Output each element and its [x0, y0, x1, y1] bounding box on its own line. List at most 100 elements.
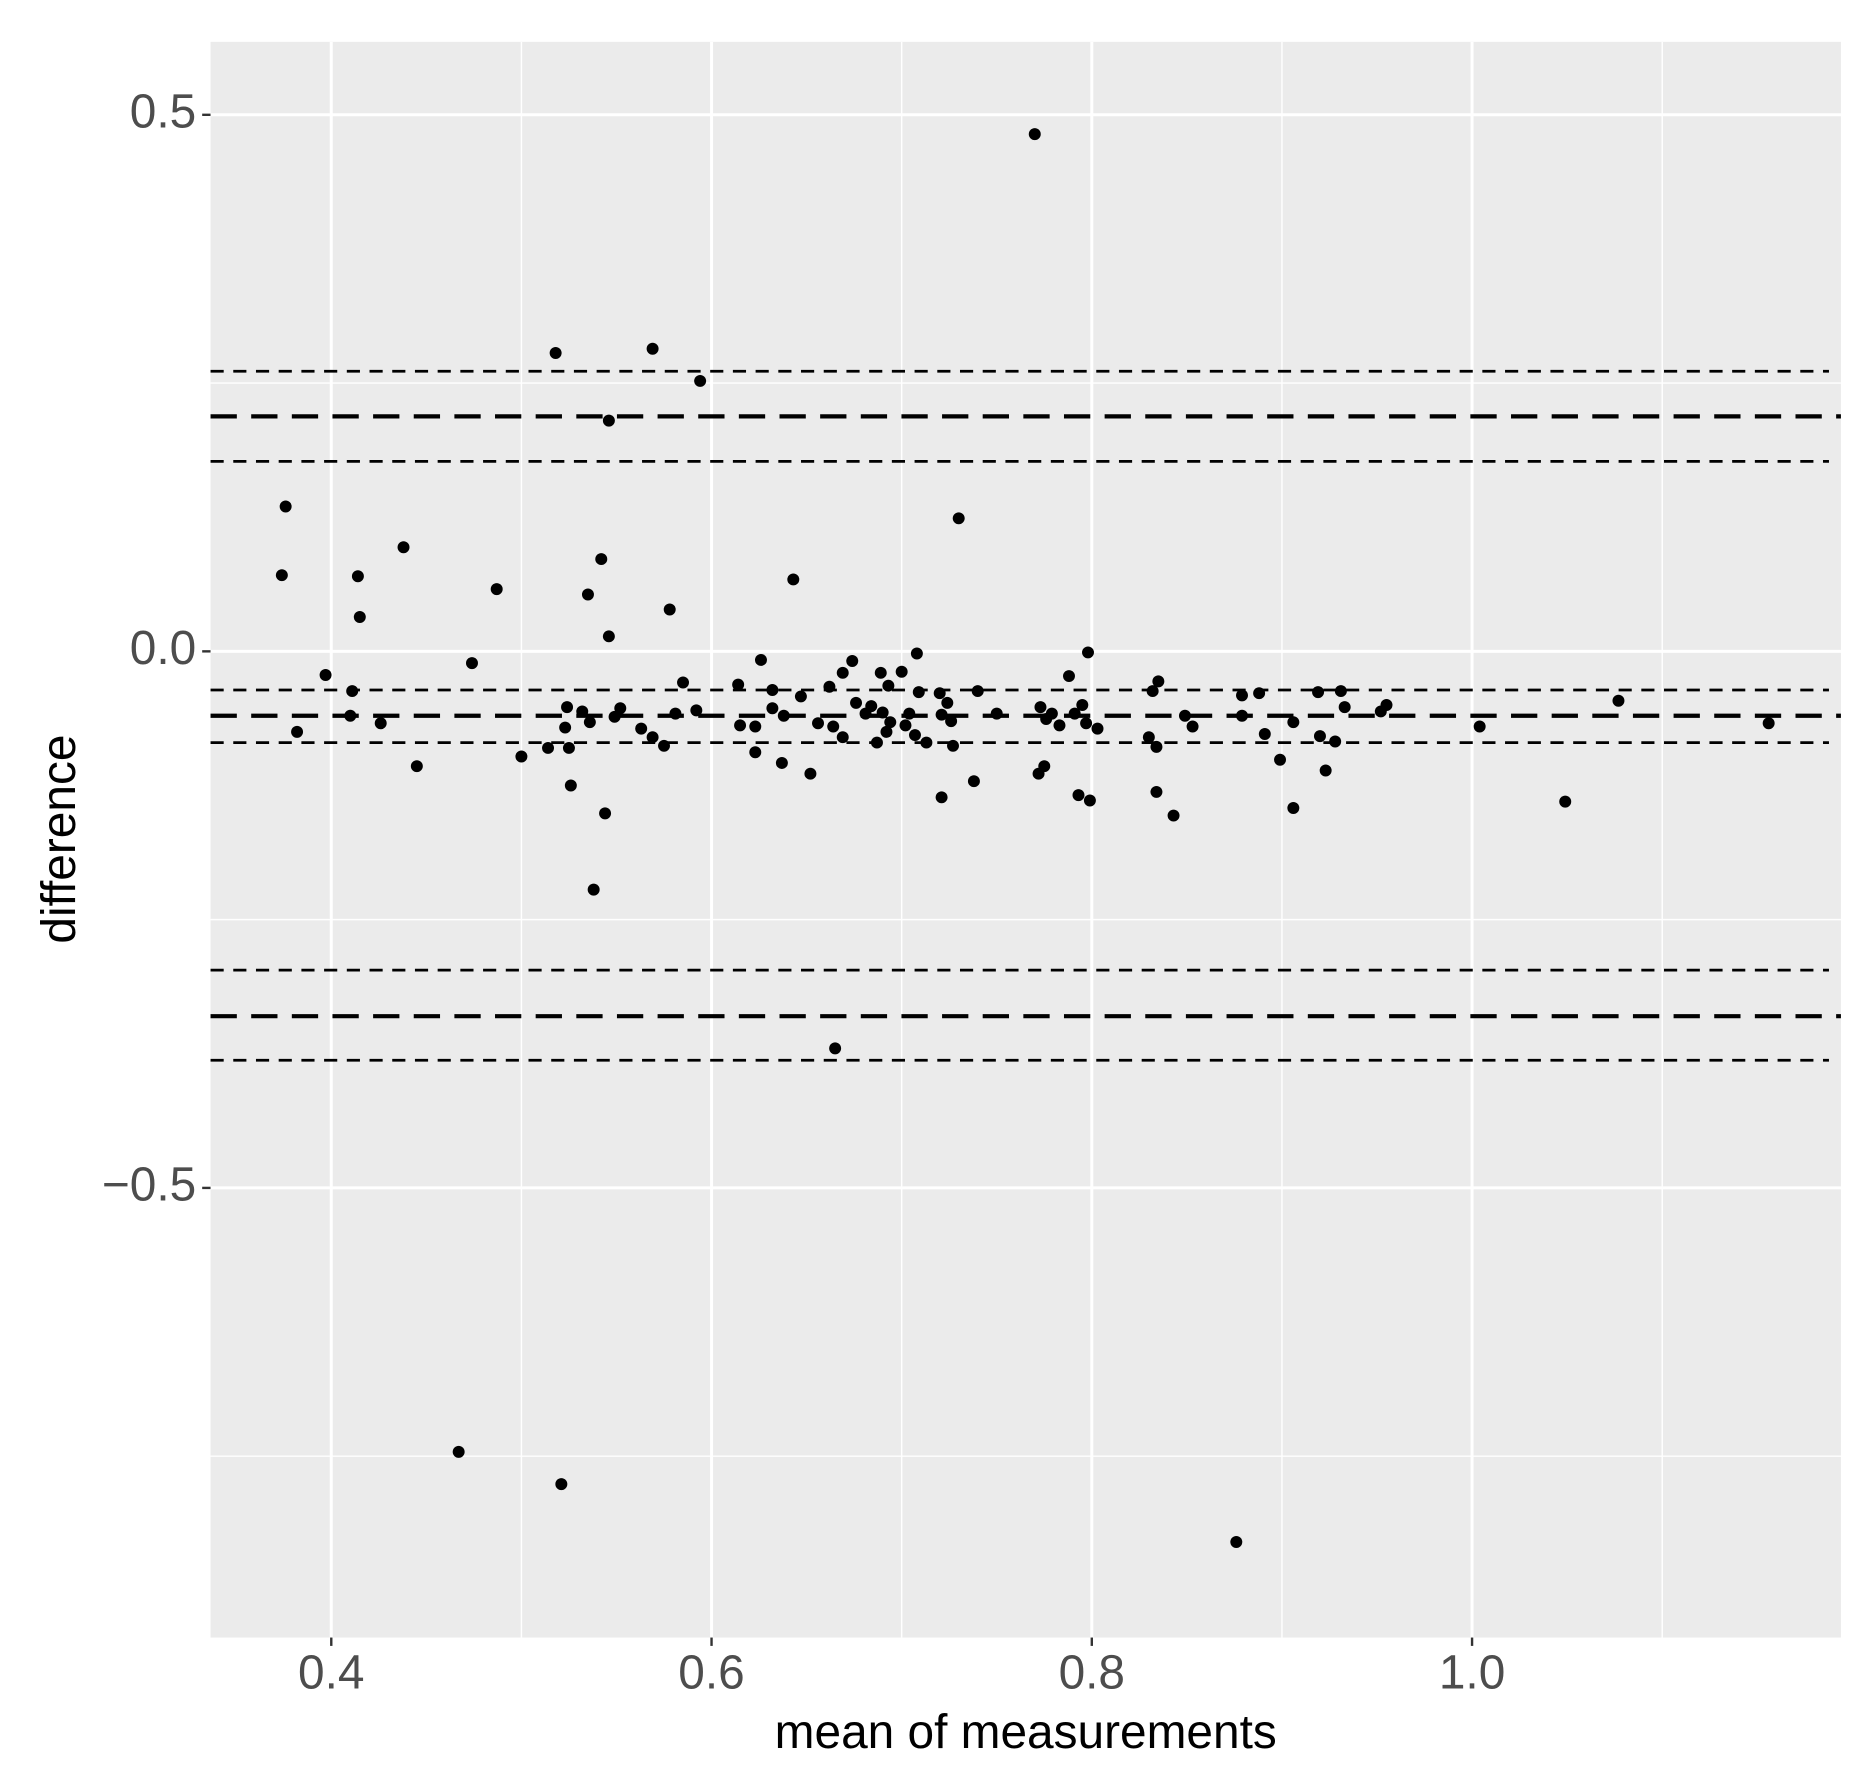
point [880, 725, 893, 738]
point [910, 647, 923, 660]
point [1082, 646, 1094, 659]
point [909, 729, 921, 742]
point [690, 704, 703, 717]
point [602, 414, 615, 427]
point [1053, 719, 1066, 732]
point [1312, 686, 1325, 699]
point [787, 573, 800, 586]
point [920, 736, 933, 749]
point [812, 717, 824, 730]
point [823, 680, 836, 693]
point [602, 630, 615, 643]
point [549, 347, 562, 360]
point [777, 709, 790, 722]
point [836, 731, 849, 744]
point [749, 720, 762, 733]
point [583, 716, 596, 729]
point [490, 583, 503, 596]
point [766, 684, 779, 696]
point [1146, 685, 1159, 698]
point [794, 690, 807, 703]
point [952, 512, 965, 525]
point [1338, 701, 1351, 714]
point [559, 721, 572, 734]
point [990, 707, 1003, 720]
point [677, 676, 689, 689]
point [912, 686, 925, 699]
point [1319, 764, 1332, 777]
point [1083, 794, 1096, 807]
point [1034, 701, 1047, 714]
x-axis-title: mean of measurements [775, 1706, 1277, 1759]
point [1142, 731, 1155, 744]
point [882, 679, 895, 692]
point [1258, 728, 1271, 740]
point [1045, 707, 1058, 720]
point [754, 653, 767, 666]
point [935, 791, 948, 804]
point [561, 701, 574, 714]
point [1068, 707, 1081, 720]
point [599, 807, 612, 820]
point [587, 883, 600, 896]
point [646, 731, 659, 744]
point [614, 702, 627, 715]
point [1380, 699, 1393, 711]
point [581, 588, 594, 601]
y-tick-label: 0.0 [130, 622, 196, 675]
point [1230, 1536, 1243, 1549]
point [846, 655, 859, 667]
point [933, 687, 946, 700]
point [804, 767, 817, 780]
point [1150, 740, 1163, 753]
point [884, 716, 897, 729]
point [346, 685, 359, 698]
point [1076, 699, 1089, 711]
point [1473, 720, 1486, 733]
point [279, 500, 292, 513]
point [903, 707, 916, 720]
point [876, 706, 889, 719]
point [865, 700, 878, 713]
point [1178, 709, 1191, 722]
point [515, 750, 528, 763]
point [1186, 720, 1199, 733]
point [1329, 735, 1342, 748]
y-axis-title: difference [33, 735, 86, 944]
point [1167, 809, 1180, 822]
point [1287, 802, 1300, 815]
point [1038, 760, 1051, 773]
point [829, 1042, 842, 1055]
point [775, 756, 788, 769]
point [895, 665, 908, 678]
point [397, 541, 410, 554]
point [1152, 675, 1165, 688]
point [542, 741, 555, 754]
point [1236, 689, 1248, 702]
point [410, 760, 423, 773]
point [1287, 716, 1300, 729]
point [1063, 670, 1075, 683]
point [344, 709, 357, 722]
point [935, 708, 948, 721]
point [1150, 785, 1163, 798]
point [732, 678, 745, 691]
x-tick-label: 1.0 [1439, 1646, 1505, 1699]
point [635, 722, 648, 735]
point [1612, 694, 1625, 707]
point [874, 666, 887, 679]
point [947, 739, 959, 752]
point [1236, 709, 1248, 722]
point [836, 666, 849, 679]
point [669, 707, 682, 720]
point [827, 720, 840, 733]
point [351, 570, 364, 583]
point [353, 611, 366, 623]
point [1313, 730, 1326, 743]
y-tick-label: 0.5 [130, 85, 196, 138]
point [291, 725, 304, 738]
point [899, 719, 912, 732]
point [1559, 795, 1572, 808]
